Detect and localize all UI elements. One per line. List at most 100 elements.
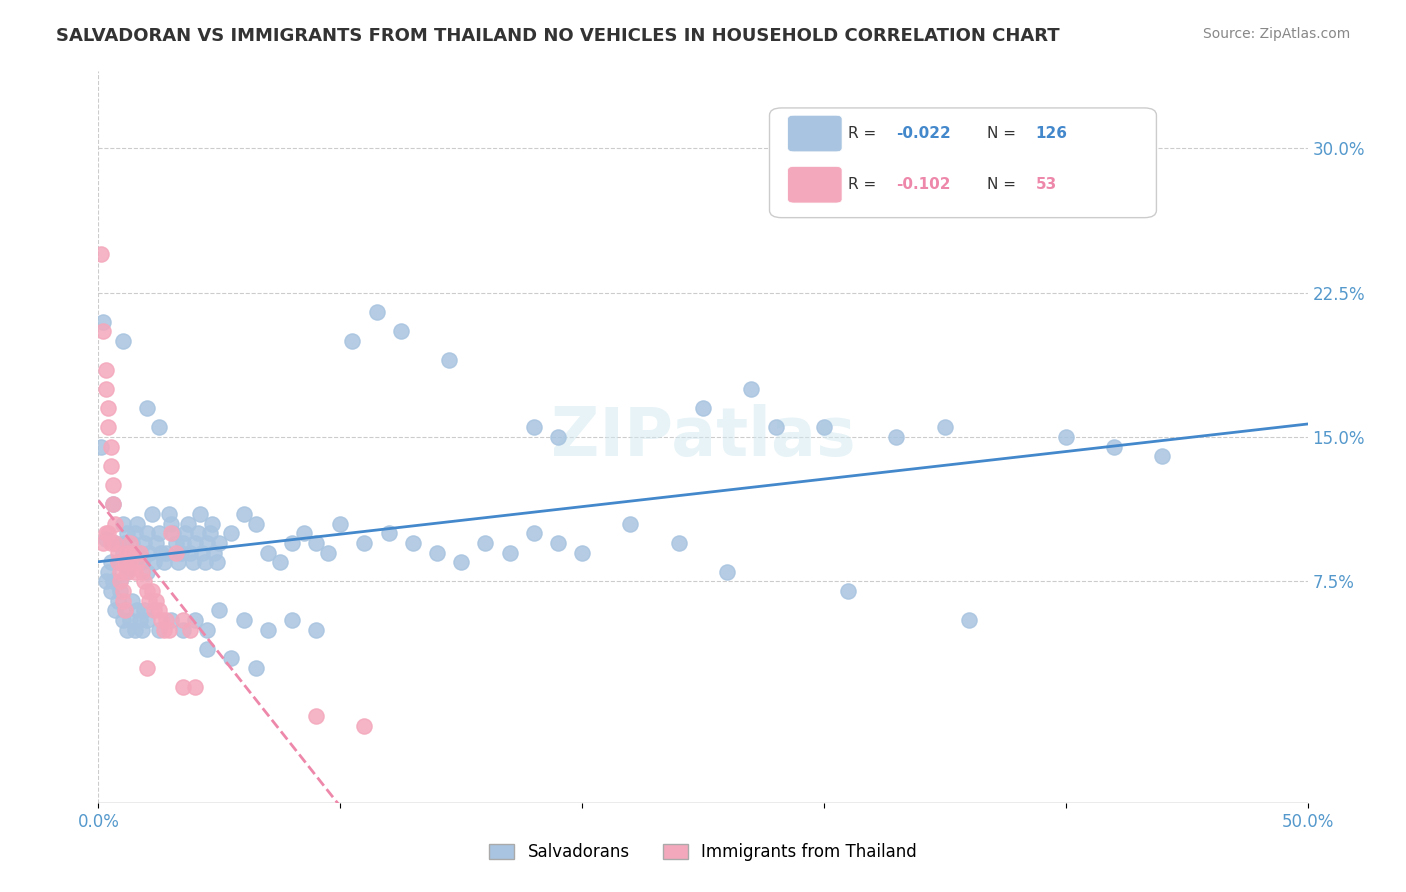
Point xyxy=(111,516,134,531)
Point xyxy=(155,545,177,559)
Point xyxy=(195,623,218,637)
Point xyxy=(256,545,278,559)
Point xyxy=(111,613,134,627)
Point xyxy=(121,593,143,607)
Point xyxy=(305,536,328,550)
Legend: Salvadorans, Immigrants from Thailand: Salvadorans, Immigrants from Thailand xyxy=(482,837,924,868)
Point xyxy=(117,565,139,579)
Point xyxy=(437,353,460,368)
Point xyxy=(114,555,136,569)
Point xyxy=(198,526,221,541)
Point xyxy=(121,536,143,550)
Point xyxy=(100,536,122,550)
Point xyxy=(148,623,170,637)
Point xyxy=(342,334,364,348)
Point xyxy=(172,623,194,637)
Point xyxy=(145,593,167,607)
Point xyxy=(208,536,231,550)
Point xyxy=(94,574,117,589)
FancyBboxPatch shape xyxy=(787,115,842,152)
Point xyxy=(366,305,388,319)
Point xyxy=(1054,430,1077,444)
Point xyxy=(118,555,141,569)
Point xyxy=(114,536,136,550)
Point xyxy=(160,516,183,531)
Point xyxy=(135,613,157,627)
Point xyxy=(184,536,207,550)
Point xyxy=(150,613,173,627)
Point xyxy=(128,545,150,559)
Point xyxy=(107,545,129,559)
Point xyxy=(221,651,243,665)
Point xyxy=(127,516,149,531)
Text: N =: N = xyxy=(987,178,1021,193)
Point xyxy=(813,420,835,434)
Point xyxy=(692,401,714,416)
Point xyxy=(1102,440,1125,454)
Point xyxy=(111,545,134,559)
Point xyxy=(148,420,170,434)
Point xyxy=(934,420,956,434)
Point xyxy=(157,623,180,637)
Point xyxy=(100,440,122,454)
Point xyxy=(108,574,131,589)
Point xyxy=(668,536,690,550)
Text: Source: ZipAtlas.com: Source: ZipAtlas.com xyxy=(1202,27,1350,41)
Point xyxy=(124,526,146,541)
Point xyxy=(104,536,127,550)
Point xyxy=(97,526,120,541)
Point xyxy=(837,584,859,599)
Point xyxy=(886,430,908,444)
FancyBboxPatch shape xyxy=(769,108,1157,218)
Point xyxy=(107,555,129,569)
Point xyxy=(232,507,254,521)
Point xyxy=(619,516,641,531)
Point xyxy=(118,613,141,627)
Point xyxy=(208,603,231,617)
Point xyxy=(131,555,153,569)
Point xyxy=(181,555,204,569)
Point xyxy=(114,603,136,617)
Point xyxy=(191,545,214,559)
Point xyxy=(547,430,569,444)
Point xyxy=(117,623,139,637)
Point xyxy=(204,545,226,559)
Point xyxy=(205,555,228,569)
Point xyxy=(157,507,180,521)
Point xyxy=(155,613,177,627)
Point xyxy=(547,536,569,550)
Point xyxy=(172,613,194,627)
FancyBboxPatch shape xyxy=(787,167,842,203)
Point xyxy=(100,458,122,473)
Point xyxy=(127,603,149,617)
Point xyxy=(160,526,183,541)
Point xyxy=(111,593,134,607)
Point xyxy=(134,536,156,550)
Point xyxy=(111,584,134,599)
Point xyxy=(91,324,114,338)
Point xyxy=(148,603,170,617)
Text: ZIPatlas: ZIPatlas xyxy=(551,404,855,470)
Point xyxy=(131,623,153,637)
Point xyxy=(269,555,291,569)
Text: R =: R = xyxy=(848,126,882,141)
Point xyxy=(221,526,243,541)
Point xyxy=(104,516,127,531)
Text: SALVADORAN VS IMMIGRANTS FROM THAILAND NO VEHICLES IN HOUSEHOLD CORRELATION CHAR: SALVADORAN VS IMMIGRANTS FROM THAILAND N… xyxy=(56,27,1060,45)
Point xyxy=(523,526,546,541)
Point xyxy=(195,641,218,656)
Point xyxy=(172,536,194,550)
Point xyxy=(245,661,267,675)
Point xyxy=(177,516,200,531)
Point xyxy=(389,324,412,338)
Point xyxy=(94,532,117,546)
Point xyxy=(101,478,124,492)
Point xyxy=(94,382,117,396)
Point xyxy=(101,498,124,512)
Point xyxy=(97,420,120,434)
Point xyxy=(94,526,117,541)
Point xyxy=(305,623,328,637)
Point xyxy=(135,584,157,599)
Point xyxy=(135,661,157,675)
Point xyxy=(292,526,315,541)
